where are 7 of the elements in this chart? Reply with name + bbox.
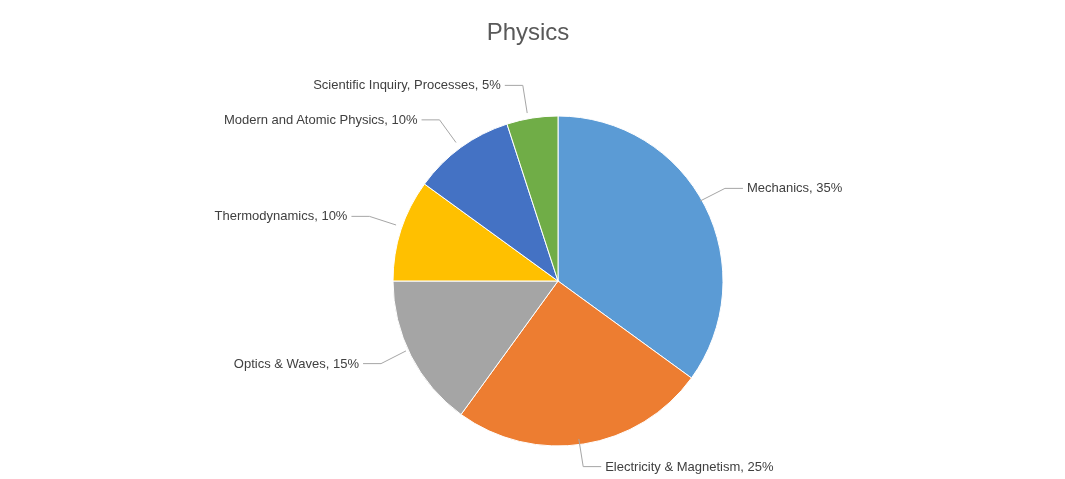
slice-label: Optics & Waves, 15%: [233, 355, 360, 371]
slice-label: Scientific Inquiry, Processes, 5%: [313, 77, 502, 93]
slice-label: Modern and Atomic Physics, 10%: [223, 111, 418, 127]
slice-label: Electricity & Magnetism, 25%: [605, 458, 774, 474]
slice-label: Thermodynamics, 10%: [214, 208, 348, 224]
chart-title: Physics: [485, 18, 571, 46]
slice-label: Mechanics, 35%: [746, 180, 843, 196]
